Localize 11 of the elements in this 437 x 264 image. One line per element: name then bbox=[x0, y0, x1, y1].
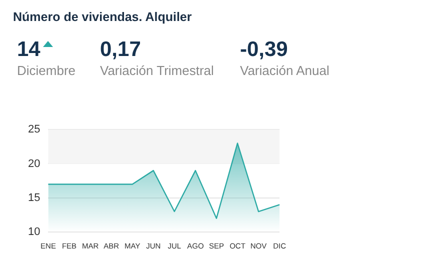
text: Variación Anual bbox=[240, 62, 330, 80]
y-tick-label: 10 bbox=[28, 226, 40, 238]
text: Diciembre bbox=[17, 62, 76, 80]
text: 0,17 bbox=[100, 38, 141, 61]
y-tick-label: 25 bbox=[28, 124, 40, 136]
y-tick-label: 15 bbox=[28, 192, 40, 204]
text: 14 bbox=[17, 38, 40, 61]
text: -0,39 bbox=[240, 38, 288, 61]
text: Variación Trimestral bbox=[100, 62, 214, 80]
y-tick-label: 20 bbox=[28, 158, 40, 170]
chart-title: Número de viviendas. Alquiler bbox=[13, 10, 192, 24]
